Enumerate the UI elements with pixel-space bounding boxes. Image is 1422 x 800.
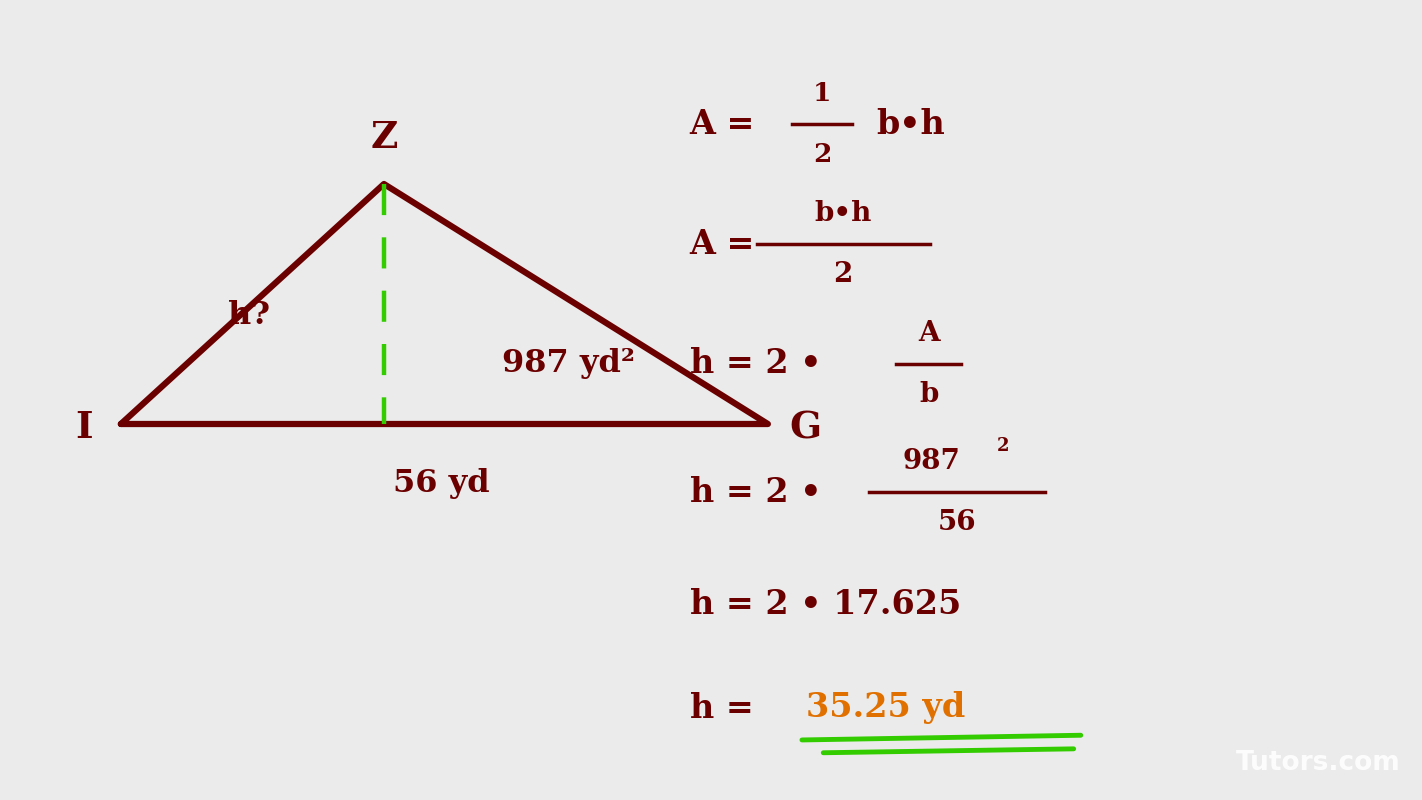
Text: 2: 2 xyxy=(833,261,853,288)
Text: 987: 987 xyxy=(903,448,961,475)
Text: 35.25 yd: 35.25 yd xyxy=(806,691,966,725)
Text: I: I xyxy=(75,410,92,446)
Text: b•h: b•h xyxy=(876,107,944,141)
Text: A: A xyxy=(917,320,940,347)
Text: b•h: b•h xyxy=(815,200,872,227)
Text: 2: 2 xyxy=(813,142,830,167)
Text: Z: Z xyxy=(370,119,398,156)
Text: G: G xyxy=(789,410,822,446)
Text: h = 2 •: h = 2 • xyxy=(690,475,833,509)
Text: Tutors.com: Tutors.com xyxy=(1236,750,1401,776)
Text: b: b xyxy=(919,381,939,408)
Text: A =: A = xyxy=(690,227,766,261)
Text: A =: A = xyxy=(690,107,766,141)
Text: 56: 56 xyxy=(937,509,977,536)
Text: 56 yd: 56 yd xyxy=(392,468,489,499)
Text: h?: h? xyxy=(228,301,270,331)
Text: 987 yd²: 987 yd² xyxy=(502,349,636,379)
Text: h = 2 •: h = 2 • xyxy=(690,347,833,381)
Text: 2: 2 xyxy=(997,437,1010,454)
Text: h =: h = xyxy=(690,691,765,725)
Text: h = 2 • 17.625: h = 2 • 17.625 xyxy=(690,587,961,621)
Text: 1: 1 xyxy=(813,81,830,106)
